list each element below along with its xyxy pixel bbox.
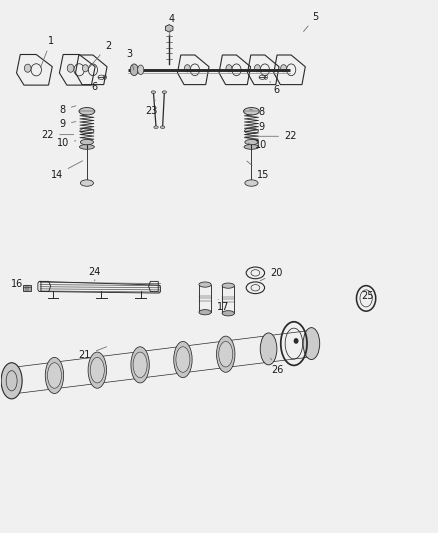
Ellipse shape bbox=[80, 140, 93, 145]
Ellipse shape bbox=[173, 342, 192, 377]
Ellipse shape bbox=[198, 310, 211, 315]
Text: 23: 23 bbox=[145, 100, 158, 116]
Ellipse shape bbox=[160, 126, 164, 128]
Text: 17: 17 bbox=[216, 300, 229, 312]
Text: 22: 22 bbox=[42, 130, 74, 140]
Ellipse shape bbox=[302, 328, 319, 360]
Text: 9: 9 bbox=[60, 119, 76, 129]
Circle shape bbox=[67, 64, 74, 72]
Text: 16: 16 bbox=[11, 279, 26, 289]
Ellipse shape bbox=[130, 64, 138, 76]
Ellipse shape bbox=[260, 333, 276, 365]
Ellipse shape bbox=[1, 363, 22, 399]
Ellipse shape bbox=[216, 336, 234, 372]
Circle shape bbox=[254, 64, 260, 72]
Ellipse shape bbox=[218, 342, 232, 367]
Ellipse shape bbox=[80, 180, 93, 186]
Circle shape bbox=[82, 64, 88, 72]
Circle shape bbox=[293, 339, 297, 343]
Ellipse shape bbox=[176, 347, 190, 372]
Text: 8: 8 bbox=[249, 107, 264, 117]
Ellipse shape bbox=[47, 363, 61, 388]
Ellipse shape bbox=[153, 126, 158, 128]
Text: 2: 2 bbox=[89, 41, 111, 68]
Text: 24: 24 bbox=[88, 267, 101, 281]
Text: 6: 6 bbox=[92, 79, 98, 92]
Text: 6: 6 bbox=[269, 82, 279, 95]
Ellipse shape bbox=[90, 358, 104, 383]
Text: 1: 1 bbox=[40, 36, 54, 68]
Ellipse shape bbox=[244, 180, 258, 186]
Polygon shape bbox=[165, 25, 173, 32]
Ellipse shape bbox=[243, 108, 259, 115]
Text: 10: 10 bbox=[57, 138, 76, 148]
Ellipse shape bbox=[198, 282, 211, 287]
Ellipse shape bbox=[151, 91, 155, 93]
Ellipse shape bbox=[45, 358, 64, 393]
Ellipse shape bbox=[79, 108, 95, 115]
Text: 8: 8 bbox=[60, 104, 76, 115]
Text: 5: 5 bbox=[303, 12, 318, 31]
Text: 15: 15 bbox=[246, 161, 269, 180]
Ellipse shape bbox=[88, 352, 106, 388]
Text: 21: 21 bbox=[78, 347, 106, 360]
Ellipse shape bbox=[133, 352, 147, 377]
Ellipse shape bbox=[79, 144, 94, 149]
Text: 26: 26 bbox=[270, 358, 283, 375]
Bar bbox=[22, 285, 31, 292]
Ellipse shape bbox=[222, 311, 234, 316]
Circle shape bbox=[24, 64, 31, 72]
Circle shape bbox=[226, 64, 231, 72]
Text: 4: 4 bbox=[168, 14, 174, 37]
Text: 25: 25 bbox=[360, 290, 373, 301]
Text: 9: 9 bbox=[249, 122, 264, 132]
Text: 20: 20 bbox=[260, 268, 282, 281]
Ellipse shape bbox=[222, 283, 234, 288]
Ellipse shape bbox=[162, 91, 166, 93]
Text: 3: 3 bbox=[127, 49, 134, 70]
Ellipse shape bbox=[244, 144, 258, 149]
Ellipse shape bbox=[138, 65, 144, 75]
Ellipse shape bbox=[244, 140, 258, 145]
Text: 10: 10 bbox=[248, 140, 267, 150]
Text: 22: 22 bbox=[244, 131, 296, 141]
Circle shape bbox=[280, 64, 286, 72]
Circle shape bbox=[184, 64, 190, 72]
Ellipse shape bbox=[131, 347, 149, 383]
Text: 14: 14 bbox=[50, 161, 82, 180]
